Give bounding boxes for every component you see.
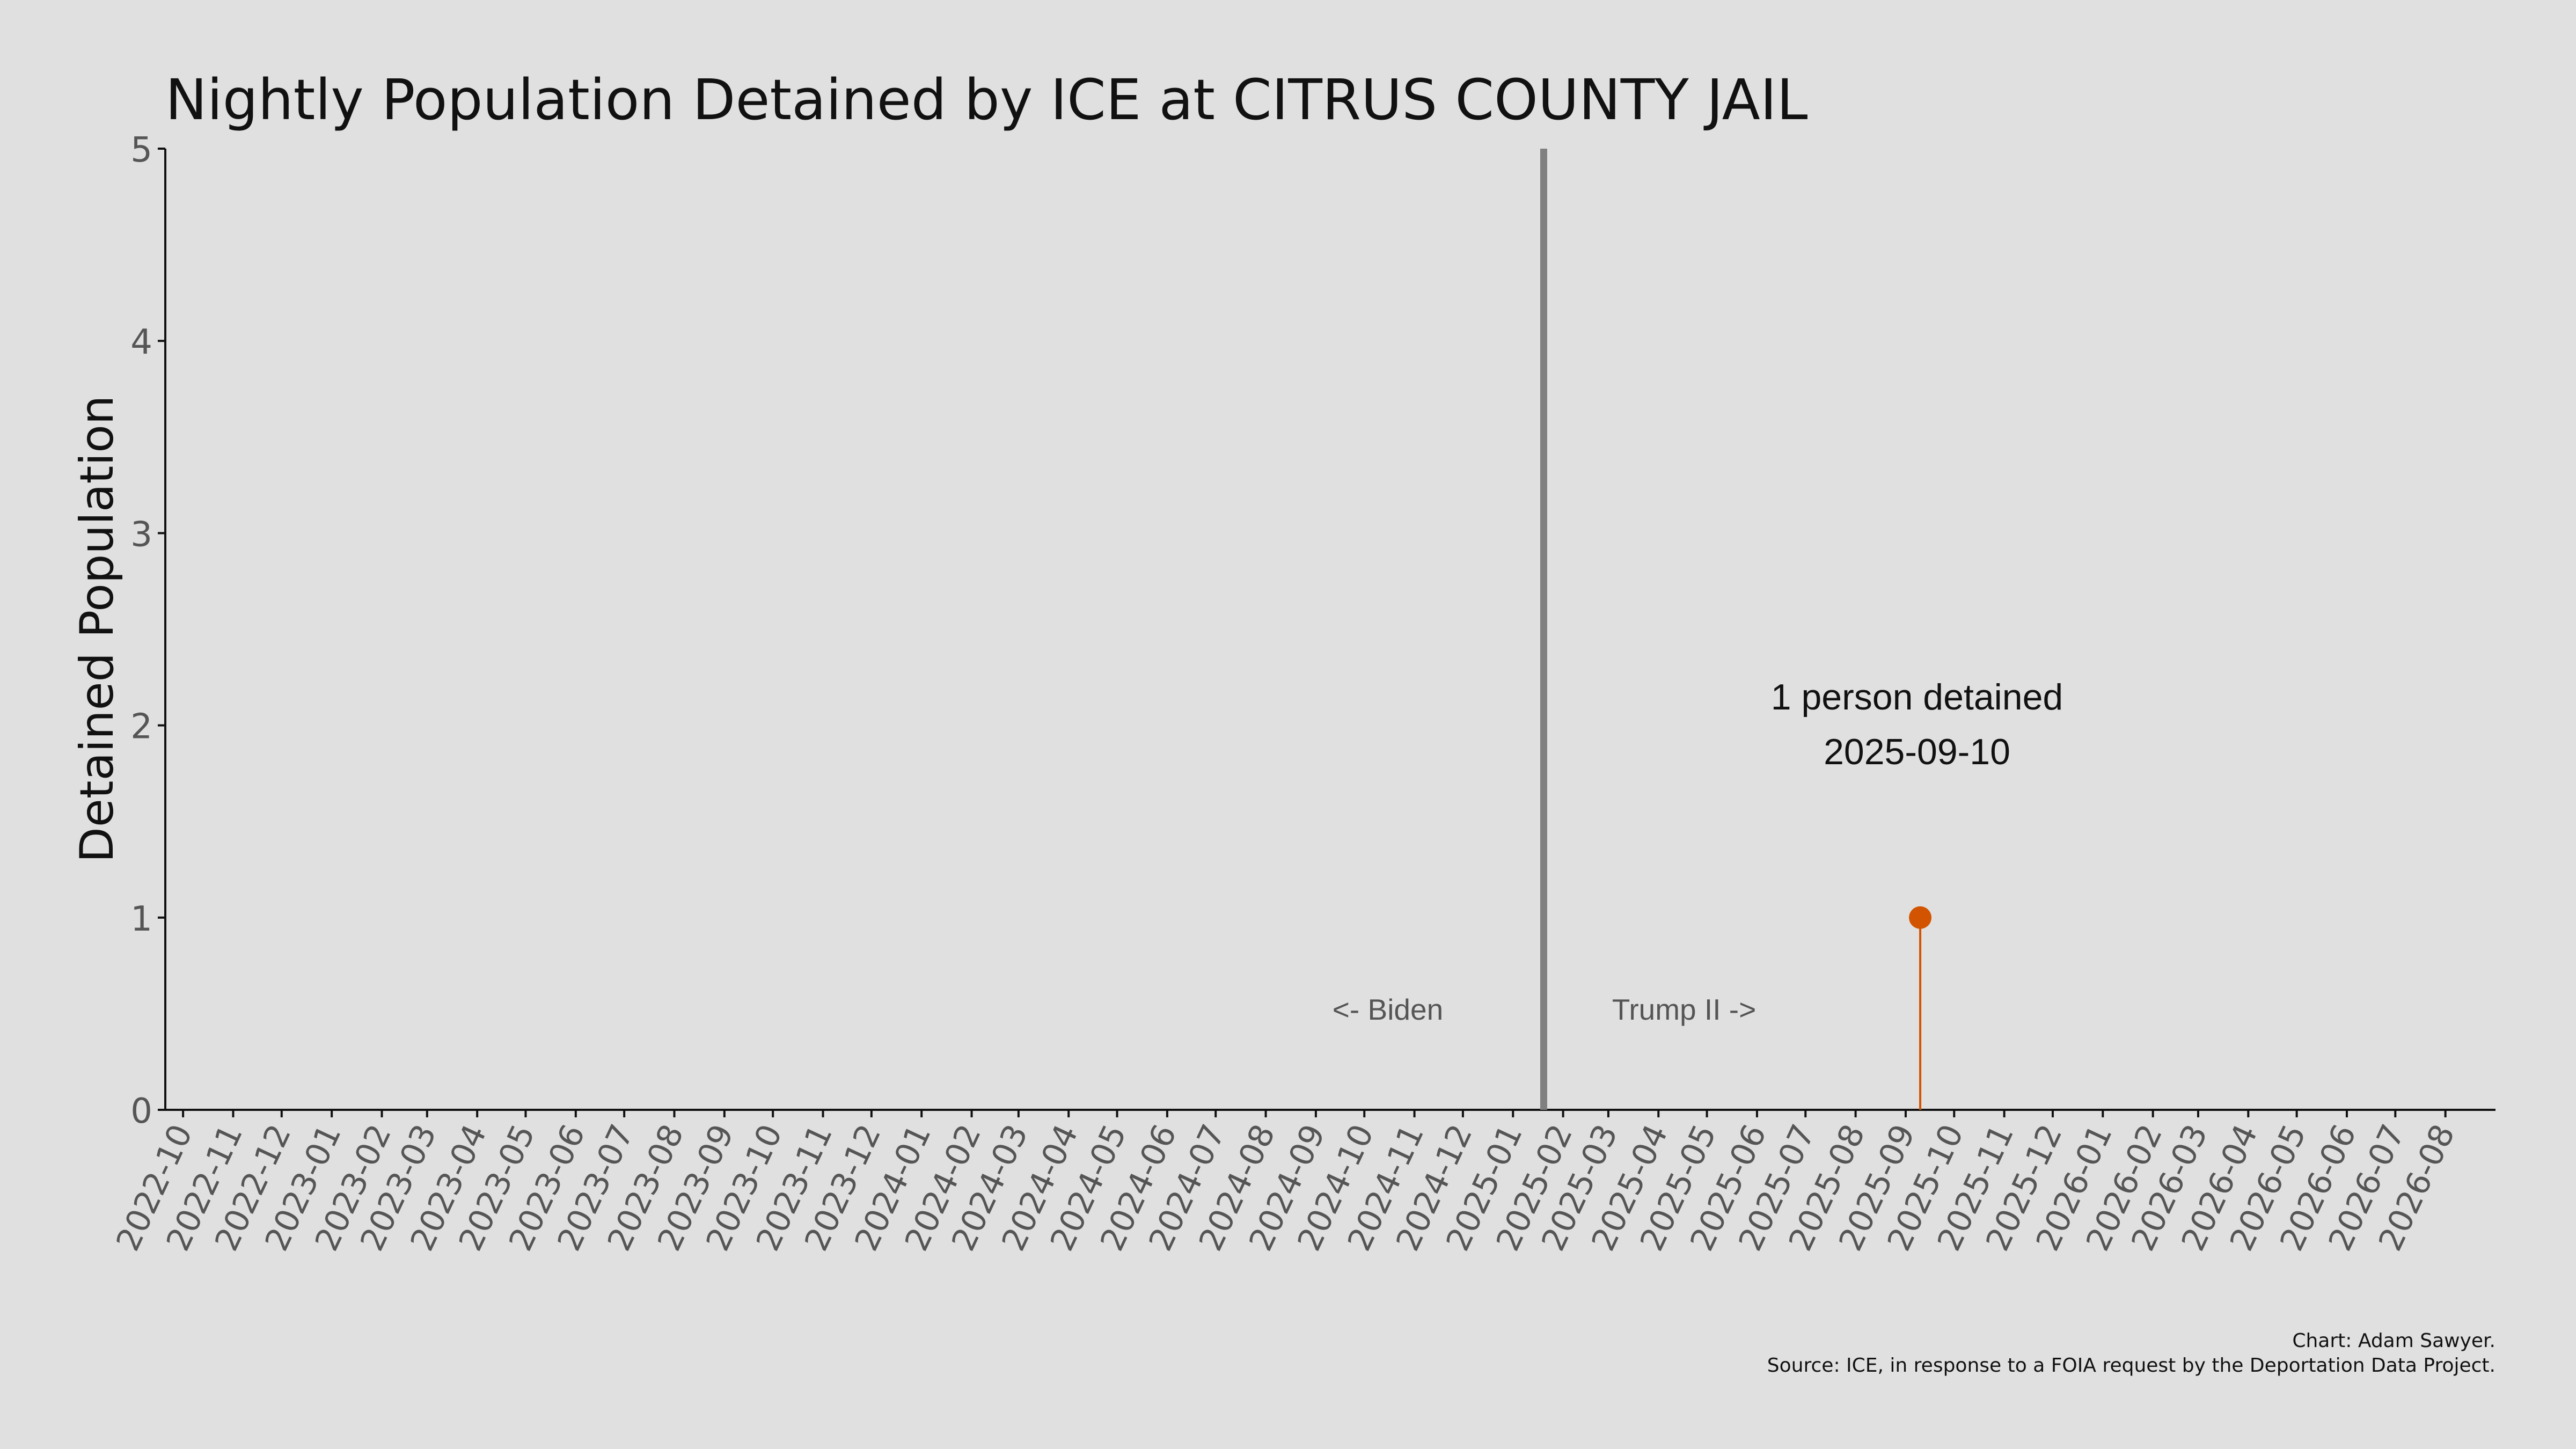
- y-tick-label: 0: [130, 1092, 152, 1131]
- y-tick-label: 2: [130, 707, 152, 747]
- y-tick-label: 1: [130, 899, 152, 939]
- y-tick-label: 3: [130, 515, 152, 554]
- y-axis: 0 1 2 3 4 5: [130, 130, 166, 1131]
- peak-annotation-count: 1 person detained: [1771, 677, 2063, 718]
- chart-credit: Chart: Adam Sawyer.: [2292, 1330, 2496, 1352]
- x-axis: 2022-102022-112022-122023-012023-022023-…: [109, 1109, 2496, 1257]
- trump-label: Trump II ->: [1612, 993, 1756, 1026]
- data-source: Source: ICE, in response to a FOIA reque…: [1767, 1355, 2496, 1377]
- y-tick-label: 5: [130, 130, 152, 170]
- data-point: [1909, 906, 1932, 929]
- y-tick-label: 4: [130, 323, 152, 362]
- y-axis-label: Detained Population: [70, 396, 124, 863]
- chart-title: Nightly Population Detained by ICE at CI…: [165, 67, 1807, 133]
- biden-label: <- Biden: [1333, 993, 1443, 1026]
- data-marks: [1909, 906, 1932, 1110]
- peak-annotation-date: 2025-09-10: [1824, 731, 2010, 772]
